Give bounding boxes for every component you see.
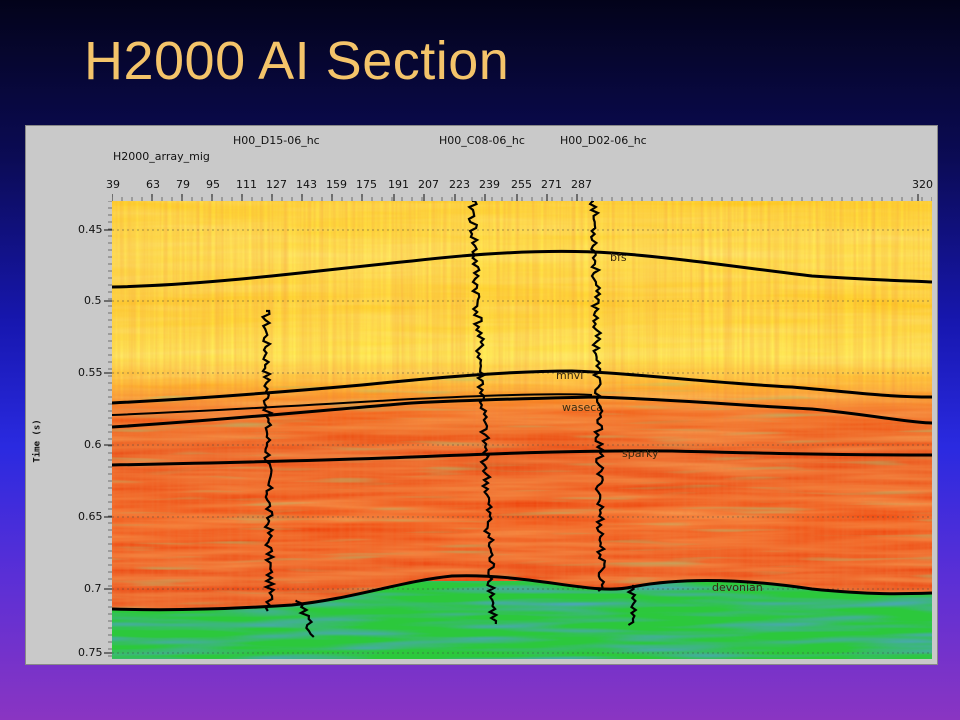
dataset-label: H2000_array_mig [113, 150, 210, 163]
x-tick-label: 223 [449, 178, 470, 191]
horizon-label-waseca: waseca [562, 401, 603, 414]
time-gridlines [112, 229, 932, 654]
y-tick-label: 0.6 [84, 438, 102, 451]
y-tick-label: 0.75 [78, 646, 103, 659]
y-axis-ticks [104, 200, 112, 657]
x-tick-label: 143 [296, 178, 317, 191]
x-tick-label: 287 [571, 178, 592, 191]
horizon-label-bfs: bfs [610, 251, 627, 264]
well-label-1: H00_D15-06_hc [233, 134, 320, 147]
well-label-3: H00_D02-06_hc [560, 134, 647, 147]
y-tick-label: 0.55 [78, 366, 103, 379]
y-tick-label: 0.45 [78, 223, 103, 236]
x-tick-label: 127 [266, 178, 287, 191]
x-tick-label: 175 [356, 178, 377, 191]
x-tick-label: 255 [511, 178, 532, 191]
x-axis [111, 176, 933, 201]
horizon-label-devonian: devonian [712, 581, 763, 594]
x-tick-label: 95 [206, 178, 220, 191]
x-tick-label: 239 [479, 178, 500, 191]
seismic-panel: H00_D15-06_hc H00_C08-06_hc H00_D02-06_h… [25, 125, 938, 665]
horizon-waseca-2 [112, 393, 593, 416]
x-tick-label: 271 [541, 178, 562, 191]
x-tick-label: 39 [106, 178, 120, 191]
ai-section-image: bfs mnvl waseca sparky devonian [112, 201, 932, 659]
x-tick-label: 320 [912, 178, 933, 191]
horizon-label-mnvl: mnvl [556, 369, 583, 382]
y-tick-label: 0.5 [84, 294, 102, 307]
x-tick-label: 159 [326, 178, 347, 191]
well-log-curves [260, 201, 638, 638]
y-axis-label: Time (s) [32, 419, 43, 463]
section-canvas: bfs mnvl waseca sparky devonian [112, 201, 932, 659]
well-label-2: H00_C08-06_hc [439, 134, 525, 147]
y-tick-label: 0.7 [84, 582, 102, 595]
x-tick-label: 111 [236, 178, 257, 191]
y-tick-label: 0.65 [78, 510, 103, 523]
well-log-trace [626, 584, 638, 626]
x-tick-label: 207 [418, 178, 439, 191]
y-axis [86, 200, 112, 659]
x-tick-label: 191 [388, 178, 409, 191]
horizon-bfs [112, 249, 932, 289]
horizon-sparky [112, 449, 932, 467]
well-log-trace [467, 201, 499, 625]
horizon-mnvl [112, 369, 932, 405]
x-tick-label: 63 [146, 178, 160, 191]
horizon-label-sparky: sparky [622, 447, 659, 460]
well-log-trace [295, 599, 315, 638]
horizon-waseca [112, 395, 932, 429]
horizon-devonian [112, 574, 932, 612]
x-axis-ticks [111, 194, 933, 201]
slide-title: H2000 AI Section [84, 31, 510, 91]
well-log-trace [588, 201, 607, 592]
well-log-trace [260, 309, 277, 612]
x-tick-label: 79 [176, 178, 190, 191]
